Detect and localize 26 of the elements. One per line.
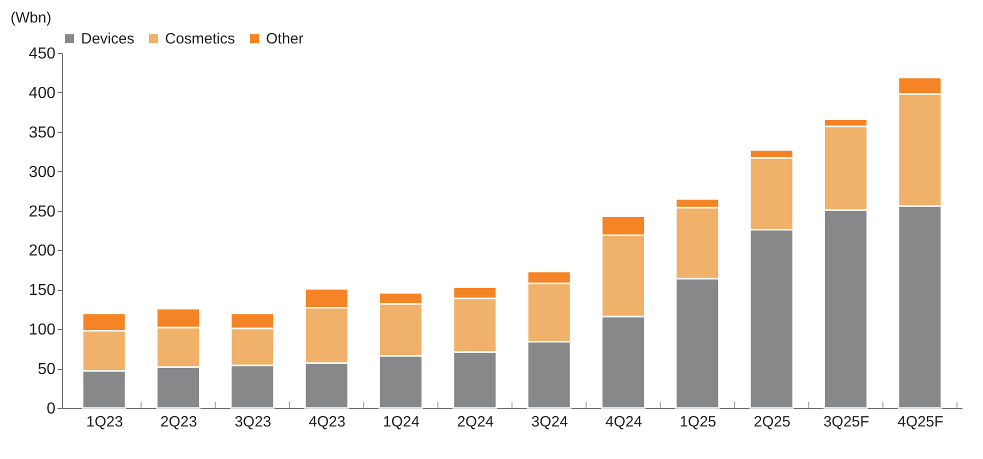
- x-tick-label: 4Q24: [605, 414, 642, 430]
- y-tick-label: 350: [28, 124, 56, 142]
- x-tick-label: 3Q23: [234, 414, 272, 430]
- y-tick-label: 100: [28, 322, 56, 339]
- y-tick-label: 50: [38, 361, 56, 378]
- x-tick-label: 3Q25F: [823, 414, 870, 430]
- y-tick-label: 400: [28, 84, 56, 102]
- x-tick-label: 2Q23: [160, 414, 198, 430]
- x-tick-label: 1Q24: [382, 414, 420, 430]
- x-tick-label: 1Q25: [680, 414, 716, 430]
- legend-label: Other: [266, 30, 304, 48]
- legend-label: Devices: [81, 30, 134, 48]
- y-tick-label: 200: [28, 242, 56, 260]
- x-tick-label: 4Q25F: [897, 414, 944, 430]
- y-tick-label: 300: [28, 164, 56, 181]
- x-tick-label: 2Q25: [754, 414, 790, 430]
- y-tick-label: 0: [46, 400, 56, 418]
- legend-label: Cosmetics: [165, 30, 236, 48]
- y-axis-title: (Wbn): [10, 10, 52, 26]
- x-tick-label: 4Q23: [308, 414, 346, 430]
- x-tick-label: 1Q23: [86, 414, 123, 430]
- y-tick-label: 250: [28, 203, 56, 220]
- x-tick-label: 3Q24: [531, 414, 568, 430]
- x-tick-label: 2Q24: [457, 414, 494, 430]
- y-tick-label: 150: [28, 282, 56, 300]
- y-tick-label: 450: [28, 46, 56, 62]
